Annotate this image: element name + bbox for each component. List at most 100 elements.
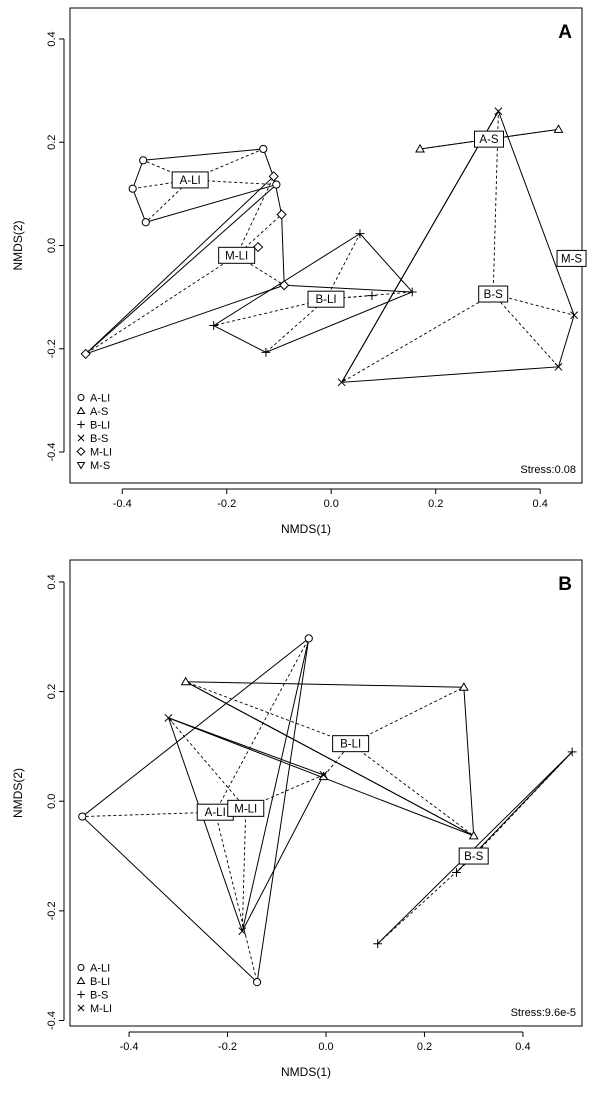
- y-tick-label: 0.4: [46, 31, 58, 46]
- point-b-s: [494, 107, 503, 116]
- centroid-label-b-li: B-LI: [315, 294, 336, 306]
- point-b-s: [567, 747, 577, 757]
- spider-spoke-a-li: [214, 812, 258, 983]
- centroid-label-a-s: A-S: [479, 134, 499, 146]
- spider-spoke-m-li: [236, 254, 285, 286]
- point-a-li: [128, 184, 137, 193]
- hull-m-li: [167, 717, 325, 933]
- centroid-box-a-s: [474, 130, 505, 148]
- centroid-box-m-li: [218, 246, 256, 264]
- spider-spoke-b-li: [350, 743, 474, 837]
- centroid-label-a-li: A-LI: [205, 807, 226, 819]
- panel-b: -0.4 -0.2 0.0 0.2 0.4 NMDS(1) -0.4 -0.2 0.0 0.2 0.…: [11, 559, 583, 1079]
- spider-spoke-b-s: [473, 751, 573, 857]
- spider-spoke-a-li: [145, 179, 191, 223]
- x-tick-label: 0.2: [417, 1041, 432, 1053]
- spider-spoke-b-s: [492, 293, 559, 368]
- point-b-li: [355, 229, 365, 239]
- x-tick-label: 0.0: [318, 1041, 333, 1053]
- legend-marker-b-s: [77, 990, 85, 999]
- spider-spoke-m-li: [85, 254, 237, 355]
- point-b-li: [261, 347, 271, 357]
- spider-spoke-b-li: [325, 233, 361, 300]
- legend-label-m-li: M-LI: [90, 1003, 112, 1015]
- legend-label-b-li: B-LI: [90, 976, 110, 988]
- centroid-label-b-s: B-S: [464, 851, 484, 863]
- y-axis-title: NMDS(2): [11, 768, 25, 818]
- centroid-box-b-s: [478, 285, 509, 303]
- point-a-li: [78, 812, 87, 821]
- legend-label-a-li: A-LI: [90, 393, 110, 405]
- panel-a: -0.4 -0.2 0.0 0.2 0.4 NMDS(1) -0.4 -0.2 0.0 0.2 0.…: [11, 7, 587, 536]
- hull-edge: [241, 638, 310, 932]
- y-tick-label: -0.2: [46, 339, 58, 358]
- x-tick-label: 0.4: [533, 498, 548, 510]
- legend-label-b-s: B-S: [90, 433, 108, 445]
- x-tick-label: -0.4: [120, 1041, 139, 1053]
- spider-spoke-b-li: [185, 681, 351, 745]
- hull-a-li: [81, 637, 310, 984]
- x-tick-label: 0.0: [324, 498, 339, 510]
- y-tick-label: 0.4: [46, 574, 58, 589]
- point-a-li: [304, 634, 313, 643]
- x-tick-label: 0.4: [515, 1041, 530, 1053]
- point-a-li: [141, 218, 150, 227]
- point-a-li: [272, 180, 281, 189]
- x-axis-title: NMDS(1): [281, 1065, 331, 1079]
- spider-spoke-m-li: [236, 214, 282, 256]
- point-b-li: [318, 771, 329, 781]
- centroid-box-m-s: [556, 249, 587, 267]
- spider-spoke-a-li: [190, 179, 277, 186]
- point-b-li: [458, 682, 469, 691]
- point-b-li: [407, 287, 417, 297]
- legend-label-b-s: B-S: [90, 990, 108, 1002]
- stress-label: Stress:0.08: [520, 464, 576, 476]
- spider-spoke-m-li: [236, 176, 275, 256]
- spider-spoke-b-li: [213, 298, 327, 326]
- point-b-s: [337, 378, 346, 387]
- plot-frame: [69, 7, 583, 484]
- legend-marker-a-li: [77, 394, 85, 401]
- spider-spoke-b-li: [325, 291, 413, 300]
- point-b-s: [373, 939, 383, 949]
- legend-label-b-li: B-LI: [90, 420, 110, 432]
- centroid-label-m-li: M-LI: [225, 250, 248, 262]
- y-tick-label: -0.4: [46, 1011, 58, 1030]
- point-m-li: [80, 348, 91, 360]
- hull-edge: [185, 681, 474, 837]
- centroid-box-m-li: [227, 799, 265, 817]
- centroid-box-b-s: [458, 847, 489, 865]
- point-a-li: [259, 144, 268, 154]
- legend-marker-m-li: [76, 446, 86, 457]
- point-m-li: [252, 241, 264, 253]
- point-b-li: [180, 676, 191, 686]
- legend-marker-b-li: [77, 420, 85, 429]
- x-tick-label: 0.2: [428, 498, 443, 510]
- legend-label-a-s: A-S: [90, 406, 108, 418]
- legend-marker-m-s: [76, 462, 86, 470]
- hull-edge: [85, 184, 277, 355]
- point-m-li: [268, 171, 279, 182]
- centroid-label-m-li: M-LI: [234, 803, 257, 815]
- centroid-label-b-li: B-LI: [340, 739, 361, 751]
- centroid-box-a-li: [171, 171, 209, 189]
- point-m-li: [319, 770, 328, 779]
- legend-label-m-li: M-LI: [90, 447, 112, 459]
- spider-spoke-b-li: [350, 686, 465, 745]
- hull-edge: [341, 111, 499, 383]
- x-axis-title: NMDS(1): [281, 522, 331, 536]
- hull-a-li: [132, 148, 278, 223]
- point-b-s: [452, 868, 461, 877]
- point-m-li: [276, 209, 287, 220]
- y-axis-title: NMDS(2): [11, 220, 25, 270]
- spider-spoke-b-s: [341, 293, 494, 383]
- panel-letter: B: [558, 574, 572, 595]
- point-a-s: [553, 124, 564, 133]
- spider-spoke-m-li: [168, 717, 247, 809]
- centroid-label-m-s: M-S: [561, 253, 582, 265]
- y-tick-label: 0.2: [46, 135, 58, 150]
- legend-label-a-li: A-LI: [90, 963, 110, 975]
- point-b-s: [570, 311, 579, 320]
